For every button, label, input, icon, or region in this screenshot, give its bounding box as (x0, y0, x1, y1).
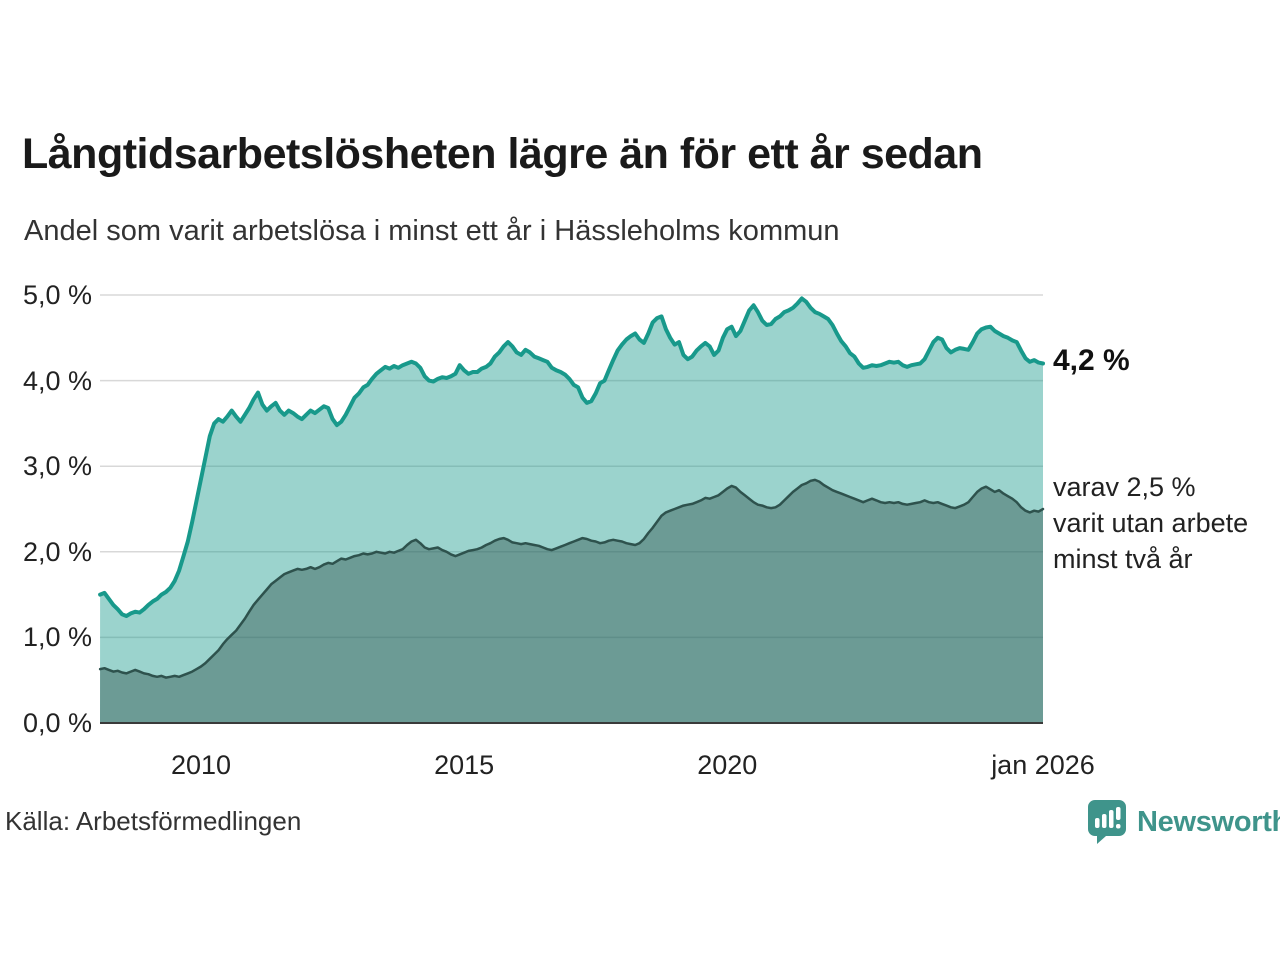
latest-value-label: 4,2 % (1053, 344, 1130, 377)
y-axis-label: 5,0 % (22, 280, 92, 310)
page-title: Långtidsarbetslösheten lägre än för ett … (22, 130, 983, 178)
x-axis-label: 2020 (697, 750, 758, 780)
x-axis-label: 2015 (434, 750, 495, 780)
subset-annotation-line: minst två år (1053, 544, 1193, 574)
y-axis-label: 3,0 % (22, 451, 92, 482)
y-axis-label: 2,0 % (22, 536, 92, 567)
y-axis-label: 0,0 % (22, 708, 92, 738)
y-axis-label: 1,0 % (22, 622, 92, 653)
newsworthy-bars-bubble-icon (1088, 800, 1126, 844)
subset-annotation: varav 2,5 % varit utan arbete minst två … (1053, 469, 1248, 577)
x-axis-label: jan 2026 (991, 750, 1095, 780)
subset-annotation-line: varav 2,5 % (1053, 472, 1196, 502)
chart-subtitle: Andel som varit arbetslösa i minst ett å… (24, 215, 840, 247)
y-axis-label: 4,0 % (22, 365, 92, 396)
subset-annotation-line: varit utan arbete (1053, 508, 1249, 538)
source-note: Källa: Arbetsförmedlingen (5, 806, 302, 836)
newsworthy-wordmark: Newsworthy (1137, 805, 1280, 838)
newsworthy-logo: Newsworthy (1087, 799, 1280, 845)
x-axis-label: 2010 (170, 750, 232, 780)
